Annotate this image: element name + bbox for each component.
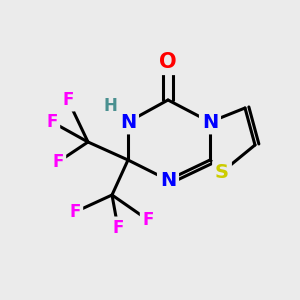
Text: F: F (112, 219, 124, 237)
Text: F: F (52, 153, 64, 171)
Text: F: F (62, 91, 74, 109)
Text: N: N (160, 170, 176, 190)
Text: F: F (69, 203, 81, 221)
Text: N: N (120, 112, 136, 131)
Text: H: H (103, 97, 117, 115)
Text: S: S (215, 163, 229, 182)
Text: F: F (46, 113, 58, 131)
Text: F: F (142, 211, 154, 229)
Text: O: O (159, 52, 177, 72)
Text: N: N (202, 112, 218, 131)
